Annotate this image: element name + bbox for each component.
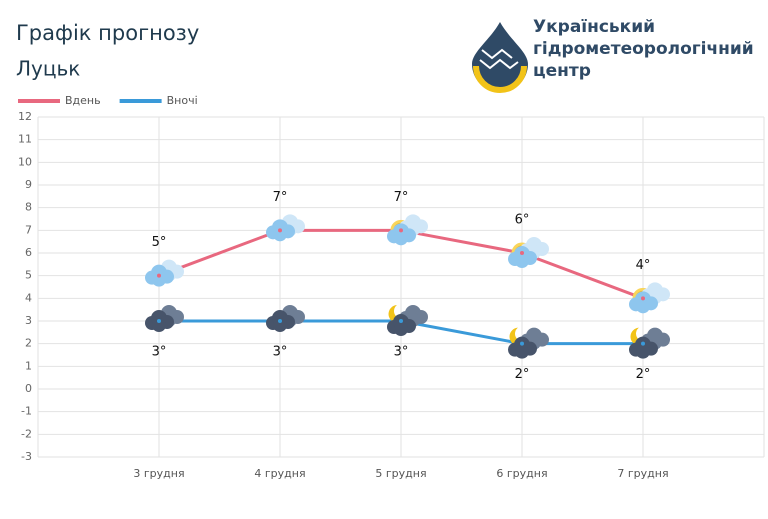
logo-text: Український bbox=[533, 17, 655, 37]
y-tick-label: 2 bbox=[25, 337, 32, 350]
weather-icon bbox=[152, 272, 166, 287]
y-tick-label: 6 bbox=[25, 246, 32, 259]
x-tick-label: 3 грудня bbox=[133, 467, 184, 480]
point bbox=[520, 341, 524, 346]
y-tick-label: 9 bbox=[25, 178, 32, 191]
weather-icon-group bbox=[387, 214, 428, 246]
x-tick-label: 7 грудня bbox=[617, 467, 668, 480]
point bbox=[641, 296, 645, 301]
y-tick-label: -2 bbox=[21, 427, 32, 440]
weather-icon bbox=[273, 318, 287, 332]
point bbox=[157, 319, 161, 323]
weather-icon-group bbox=[508, 327, 549, 359]
x-tick-label: 6 грудня bbox=[496, 467, 547, 480]
y-tick-label: 7 bbox=[25, 223, 32, 236]
data-label: 6° bbox=[515, 213, 530, 228]
weather-icon-group bbox=[266, 214, 305, 242]
weather-icon bbox=[388, 305, 406, 323]
point bbox=[399, 319, 403, 323]
data-label: 2° bbox=[636, 367, 651, 382]
weather-icon bbox=[394, 231, 408, 246]
point bbox=[641, 341, 645, 346]
weather-icon-group bbox=[387, 305, 428, 336]
weather-icon bbox=[636, 299, 650, 314]
y-tick-label: 10 bbox=[18, 155, 32, 168]
x-tick-label: 5 грудня bbox=[375, 467, 426, 480]
point bbox=[399, 228, 403, 233]
point bbox=[157, 273, 161, 278]
y-tick-label: 0 bbox=[25, 382, 32, 395]
legend-label: Вдень bbox=[65, 94, 101, 107]
point bbox=[520, 251, 524, 255]
weather-icon bbox=[394, 322, 408, 336]
weather-icon bbox=[630, 327, 648, 346]
weather-icon bbox=[515, 254, 529, 268]
y-tick-label: 1 bbox=[25, 359, 32, 372]
data-label: 3° bbox=[273, 345, 288, 360]
y-tick-label: 8 bbox=[25, 201, 32, 214]
chart-subtitle: Луцьк bbox=[16, 57, 80, 81]
x-tick-label: 4 грудня bbox=[254, 467, 305, 480]
data-label: 2° bbox=[515, 367, 530, 382]
weather-icon-group bbox=[629, 282, 670, 314]
y-tick-label: 11 bbox=[18, 133, 32, 146]
y-tick-label: -3 bbox=[21, 450, 32, 463]
weather-icon-group bbox=[145, 305, 184, 332]
weather-icon-group bbox=[145, 259, 184, 287]
weather-icon-group bbox=[508, 237, 549, 268]
weather-icon bbox=[515, 344, 529, 359]
logo-icon bbox=[472, 22, 528, 93]
data-label: 3° bbox=[152, 345, 167, 360]
weather-icon-group bbox=[266, 305, 305, 332]
weather-icon bbox=[509, 327, 527, 346]
data-label: 4° bbox=[636, 258, 651, 273]
weather-icon bbox=[152, 318, 166, 332]
logo-text: центр bbox=[533, 61, 591, 81]
data-label: 7° bbox=[273, 190, 288, 205]
y-tick-label: 12 bbox=[18, 110, 32, 123]
y-tick-label: 4 bbox=[25, 291, 32, 304]
weather-icon bbox=[636, 344, 650, 359]
data-label: 5° bbox=[152, 235, 167, 250]
legend-label: Вночі bbox=[167, 94, 198, 107]
weather-icon-group bbox=[629, 327, 670, 359]
weather-icon bbox=[273, 227, 287, 242]
data-label: 7° bbox=[394, 190, 409, 205]
logo-text: гідрометеорологічний bbox=[533, 39, 754, 59]
data-label: 3° bbox=[394, 345, 409, 360]
y-tick-label: -1 bbox=[21, 405, 32, 418]
point bbox=[278, 228, 282, 233]
point bbox=[278, 319, 282, 323]
chart-title: Графік прогнозу bbox=[16, 21, 199, 45]
y-tick-label: 3 bbox=[25, 314, 32, 327]
y-tick-label: 5 bbox=[25, 269, 32, 282]
